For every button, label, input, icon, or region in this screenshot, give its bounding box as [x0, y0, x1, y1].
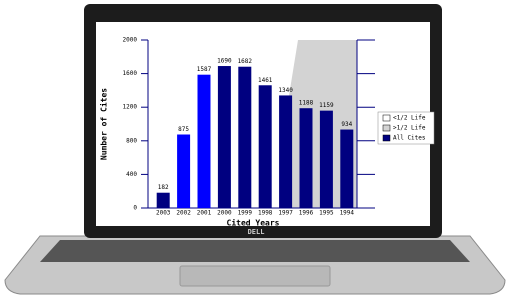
x-tick-label: 2001 — [197, 210, 212, 217]
bar — [340, 130, 353, 208]
value-label: 1690 — [217, 58, 232, 65]
x-axis-title: Cited Years — [227, 218, 280, 228]
y-tick-label: 800 — [126, 137, 137, 144]
value-label: 1461 — [258, 77, 273, 84]
x-tick-label: 2003 — [156, 210, 171, 217]
legend-label: >1/2 Life — [393, 125, 426, 132]
y-tick-label: 1200 — [123, 104, 138, 111]
touchpad — [180, 266, 330, 286]
y-tick-label: 1600 — [123, 70, 138, 77]
value-label: 875 — [178, 126, 189, 133]
x-tick-label: 1998 — [258, 210, 273, 217]
y-tick-label: 2000 — [123, 37, 138, 44]
value-label: 1159 — [319, 102, 334, 109]
value-label: 1587 — [197, 66, 212, 73]
x-tick-label: 2002 — [176, 210, 191, 217]
bar — [320, 111, 333, 208]
legend-label: <1/2 Life — [393, 115, 426, 122]
y-axis-title: Number of Cites — [99, 88, 109, 160]
legend-label: All Cites — [393, 135, 426, 142]
x-tick-label: 1997 — [278, 210, 293, 217]
bar — [300, 108, 313, 208]
value-label: 182 — [158, 184, 169, 191]
x-tick-label: 1999 — [238, 210, 253, 217]
value-label: 1188 — [299, 100, 314, 107]
bar — [259, 85, 272, 208]
bar — [238, 67, 251, 208]
bar — [177, 135, 190, 209]
x-tick-label: 2000 — [217, 210, 232, 217]
y-tick-label: 400 — [126, 171, 137, 178]
y-tick-label: 0 — [133, 205, 137, 212]
logo: DELL — [248, 228, 265, 236]
bar — [218, 66, 231, 208]
value-label: 1682 — [238, 58, 253, 65]
legend-swatch — [383, 115, 390, 121]
x-tick-label: 1994 — [340, 210, 355, 217]
x-tick-label: 1996 — [299, 210, 314, 217]
bar — [157, 193, 170, 208]
bar — [279, 95, 292, 208]
keyboard — [40, 240, 470, 262]
value-label: 934 — [341, 121, 352, 128]
legend-swatch — [383, 135, 390, 141]
legend-swatch — [383, 125, 390, 131]
x-tick-label: 1995 — [319, 210, 334, 217]
laptop-screenshot: DELL Number of Cites Cited Years 0 400 800… — [0, 0, 510, 302]
value-label: 1340 — [278, 87, 293, 94]
bar — [198, 75, 211, 208]
